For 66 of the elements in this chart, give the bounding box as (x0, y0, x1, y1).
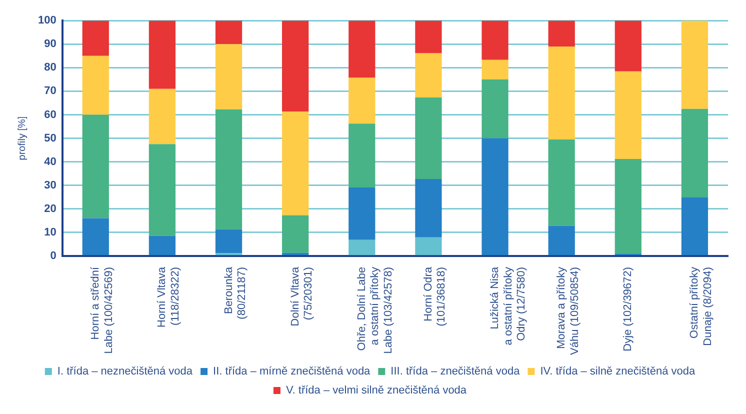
x-tick-label: Ostatní přítoky Dunaje (8/2094) (688, 266, 714, 346)
x-tick-label: Dyje (102/39672) (622, 266, 634, 352)
y-axis-title: profily [%] (16, 116, 28, 160)
legend-label: IV. třída – silně znečištěná voda (540, 366, 696, 378)
bar (681, 108, 708, 198)
bar (348, 240, 376, 256)
x-tick-label: Horní a střední Labe (100/42569) (90, 266, 115, 354)
bar (348, 78, 376, 124)
bar (681, 197, 708, 256)
bar (415, 98, 442, 179)
y-tick-label: 80 (44, 62, 56, 74)
bar (415, 178, 442, 238)
bar (148, 88, 176, 144)
x-tick-label: Dolní Vltava (75/20301) (289, 266, 315, 326)
y-tick-label: 70 (44, 85, 56, 98)
legend-label: V. třída – velmi silně znečištěná voda (286, 384, 468, 397)
bar (482, 60, 508, 80)
bar (614, 71, 642, 159)
y-tick-label: 90 (44, 38, 56, 50)
bar (215, 229, 242, 254)
bar (348, 20, 376, 78)
bar (215, 109, 242, 230)
bar (282, 20, 309, 112)
bar (415, 237, 442, 256)
bar (482, 138, 508, 256)
x-tick-label: Horní Vltava (118/28322) (156, 266, 182, 328)
bar (614, 20, 642, 72)
y-tick-label: 50 (44, 132, 56, 144)
y-tick-label: 0 (50, 250, 56, 262)
bar (82, 56, 109, 115)
bar (148, 236, 176, 256)
bar (681, 20, 708, 109)
y-tick-label: 20 (44, 202, 56, 215)
bar (215, 44, 242, 110)
bar (148, 20, 176, 89)
bar (82, 218, 109, 256)
bar (548, 139, 575, 226)
bar (282, 215, 309, 253)
bar (415, 53, 442, 98)
y-tick-label: 40 (44, 156, 56, 168)
bar (348, 124, 376, 188)
x-tick-label: Morava a přítoky Váhu (109/50854) (556, 266, 581, 356)
bar (614, 158, 642, 254)
bar (548, 226, 575, 256)
bar (148, 144, 176, 236)
legend-label: I. třída – neznečištěná voda (57, 366, 194, 378)
x-tick-label: Lužická Nisa a ostatní přítoky Odry (12/7580) (489, 266, 528, 346)
legend-label: III. třída – znečištěná voda (390, 366, 521, 378)
bar (548, 20, 575, 46)
legend-label: II. třída – mírně znečištěná voda (213, 366, 372, 378)
x-tick-label: Horní Odra (101/36818) (422, 266, 448, 326)
x-tick-label: Ohře, Dolní Labe a ostatní přítoky Labe (103/42578) (356, 266, 394, 354)
bar (548, 46, 575, 140)
bar (348, 187, 376, 240)
y-tick-label: 60 (44, 108, 56, 121)
y-tick-label: 10 (44, 226, 56, 238)
bar (82, 114, 109, 218)
bar (282, 112, 309, 216)
y-tick-label: 30 (44, 179, 56, 192)
x-tick-label: Berounka (80/21187) (222, 266, 248, 320)
y-tick-label: 100 (38, 14, 56, 27)
bar (82, 20, 109, 56)
bar (415, 20, 442, 54)
bar (482, 20, 508, 60)
bar (482, 79, 508, 138)
bar (215, 20, 242, 44)
